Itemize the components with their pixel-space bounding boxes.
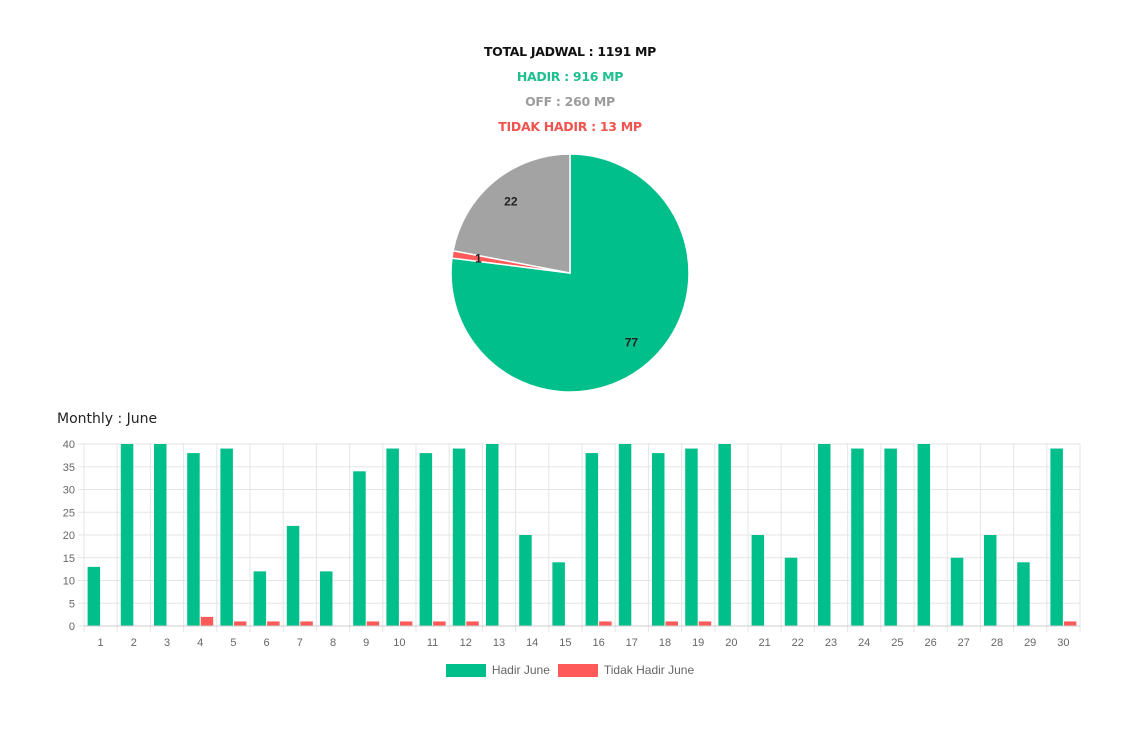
summary-total-jadwal: TOTAL JADWAL : 1191 MP: [483, 44, 657, 59]
x-tick-label: 20: [725, 637, 737, 649]
x-tick-label: 8: [330, 637, 336, 649]
bar-hadir-day-10[interactable]: [386, 448, 399, 626]
bar-hadir-day-6[interactable]: [253, 571, 267, 626]
x-tick-label: 7: [297, 637, 303, 649]
bar-hadir-day-22[interactable]: [784, 557, 798, 626]
bar-hadir-day-11[interactable]: [419, 453, 433, 626]
pie-data-label: 77: [625, 336, 639, 350]
pie-slice-off[interactable]: [452, 153, 571, 274]
legend-swatch: [445, 663, 486, 677]
bar-tidak-hadir-day-4[interactable]: [200, 616, 214, 626]
monthly-label: Monthly : June: [57, 411, 158, 427]
y-tick-label: 15: [63, 553, 75, 565]
bar-hadir-day-16[interactable]: [585, 453, 599, 626]
y-tick-label: 10: [63, 576, 75, 588]
x-tick-label: 2: [131, 637, 137, 649]
y-tick-label: 0: [69, 621, 75, 633]
y-tick-label: 35: [63, 462, 75, 474]
bar-hadir-day-9[interactable]: [353, 471, 366, 626]
y-tick-label: 20: [63, 530, 75, 542]
bar-hadir-day-30[interactable]: [1050, 448, 1063, 626]
bar-hadir-day-28[interactable]: [984, 535, 997, 626]
bar-hadir-day-14[interactable]: [519, 535, 532, 626]
bar-tidak-hadir-day-18[interactable]: [665, 621, 679, 626]
x-tick-label: 16: [592, 637, 604, 649]
x-tick-label: 4: [197, 637, 203, 649]
bar-tidak-hadir-day-7[interactable]: [300, 621, 313, 626]
bar-tidak-hadir-day-6[interactable]: [267, 621, 280, 626]
y-tick-label: 5: [69, 598, 75, 610]
pie-data-label: 1: [475, 251, 482, 265]
bar-hadir-day-3[interactable]: [154, 444, 167, 626]
x-tick-label: 10: [393, 637, 405, 649]
bar-hadir-day-25[interactable]: [884, 448, 897, 626]
bar-tidak-hadir-day-30[interactable]: [1063, 621, 1077, 626]
bar-hadir-day-29[interactable]: [1017, 562, 1030, 626]
legend-swatch: [557, 663, 598, 677]
x-tick-label: 21: [758, 637, 770, 649]
summary-off: OFF : 260 MP: [525, 94, 615, 109]
bar-tidak-hadir-day-16[interactable]: [599, 621, 612, 626]
y-tick-label: 40: [63, 439, 75, 451]
bar-hadir-day-18[interactable]: [652, 453, 665, 626]
bar-hadir-day-24[interactable]: [851, 448, 864, 626]
y-tick-label: 30: [63, 485, 75, 497]
bar-hadir-day-15[interactable]: [552, 562, 565, 626]
x-tick-label: 13: [493, 637, 505, 649]
attendance-pie-chart: 77 1 22: [450, 153, 690, 393]
x-tick-label: 24: [858, 637, 870, 649]
x-tick-label: 1: [98, 637, 104, 649]
bar-hadir-day-23[interactable]: [818, 444, 831, 626]
bar-hadir-day-8[interactable]: [320, 571, 333, 626]
legend-label: Hadir June: [491, 663, 550, 677]
summary-tidak-hadir: TIDAK HADIR : 13 MP: [498, 119, 642, 134]
x-tick-label: 30: [1057, 637, 1069, 649]
x-tick-label: 18: [659, 637, 671, 649]
bar-hadir-day-5[interactable]: [220, 448, 233, 626]
pie-data-label: 22: [504, 194, 518, 208]
bar-hadir-day-26[interactable]: [917, 444, 931, 626]
bar-hadir-day-27[interactable]: [950, 557, 964, 626]
bar-hadir-day-17[interactable]: [618, 444, 632, 626]
bar-hadir-day-7[interactable]: [286, 525, 300, 626]
bar-hadir-day-21[interactable]: [751, 535, 765, 626]
x-tick-label: 6: [264, 637, 270, 649]
chart-legend: Hadir June Tidak Hadir June: [0, 663, 1140, 680]
x-tick-label: 15: [559, 637, 571, 649]
bar-tidak-hadir-day-12[interactable]: [466, 621, 479, 626]
x-tick-label: 23: [825, 637, 837, 649]
x-tick-label: 5: [230, 637, 236, 649]
legend-label: Tidak Hadir June: [603, 663, 695, 677]
x-tick-label: 3: [164, 637, 170, 649]
bar-tidak-hadir-day-19[interactable]: [698, 621, 712, 626]
bar-tidak-hadir-day-10[interactable]: [399, 621, 413, 626]
x-tick-label: 9: [363, 637, 369, 649]
x-tick-label: 11: [427, 637, 438, 649]
x-tick-label: 14: [526, 637, 538, 649]
legend-item[interactable]: Hadir June: [445, 663, 550, 677]
x-tick-label: 12: [460, 637, 472, 649]
summary-hadir: HADIR : 916 MP: [516, 69, 624, 84]
x-tick-label: 17: [626, 637, 638, 649]
x-tick-label: 19: [692, 637, 704, 649]
x-tick-label: 29: [1024, 637, 1036, 649]
bar-hadir-day-19[interactable]: [685, 448, 698, 626]
bar-hadir-day-13[interactable]: [486, 444, 499, 626]
bar-hadir-day-20[interactable]: [718, 444, 731, 626]
x-tick-label: 22: [792, 637, 804, 649]
bar-hadir-day-1[interactable]: [87, 566, 101, 626]
x-tick-label: 25: [891, 637, 903, 649]
bar-hadir-day-12[interactable]: [452, 448, 466, 626]
bar-tidak-hadir-day-5[interactable]: [233, 621, 247, 626]
x-tick-label: 27: [958, 637, 970, 649]
bar-hadir-day-4[interactable]: [187, 453, 200, 626]
bar-tidak-hadir-day-9[interactable]: [366, 621, 380, 626]
bar-tidak-hadir-day-11[interactable]: [433, 621, 446, 626]
x-tick-label: 28: [991, 637, 1003, 649]
x-tick-label: 26: [924, 637, 936, 649]
legend-item[interactable]: Tidak Hadir June: [557, 663, 695, 677]
y-tick-label: 25: [63, 507, 75, 519]
bar-hadir-day-2[interactable]: [120, 444, 134, 626]
